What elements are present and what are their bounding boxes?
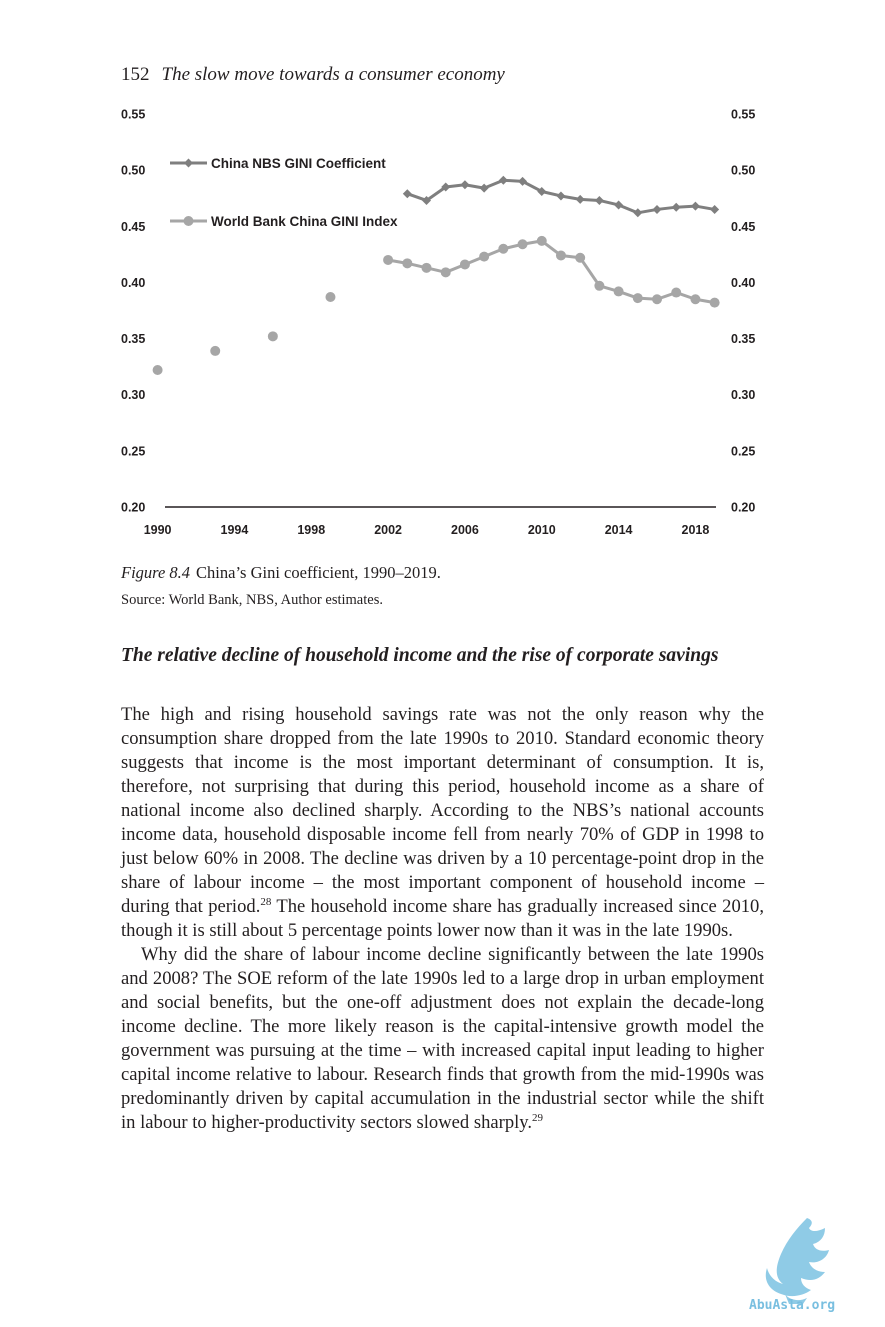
x-tick-label: 1994: [221, 523, 249, 537]
watermark-text: AbuAsla.org: [749, 1298, 835, 1313]
x-tick-label: 1990: [144, 523, 172, 537]
paragraph-1-text-b: The household income share has gradually…: [121, 896, 764, 941]
data-point-worldbank: [555, 250, 566, 261]
y-tick-label-left: 0.35: [121, 332, 145, 346]
data-point-worldbank: [632, 293, 643, 304]
y-tick-label-left: 0.50: [121, 164, 145, 178]
y-tick-label-right: 0.55: [731, 108, 755, 122]
page-number: 152: [121, 64, 150, 85]
data-point-worldbank: [709, 297, 720, 308]
data-point-nbs: [652, 204, 662, 214]
data-point-worldbank: [421, 262, 432, 273]
data-point-nbs: [518, 176, 528, 186]
data-point-worldbank: [152, 365, 163, 376]
section-heading: The relative decline of household income…: [121, 645, 719, 666]
series-line-segment: [521, 180, 543, 193]
data-point-nbs: [575, 194, 585, 204]
data-point-worldbank: [594, 280, 605, 291]
data-point-nbs: [460, 180, 470, 190]
data-point-worldbank: [536, 235, 547, 246]
running-title: The slow move towards a consumer economy: [161, 64, 505, 85]
y-tick-label-right: 0.45: [731, 220, 755, 234]
data-point-nbs: [556, 191, 566, 201]
data-point-worldbank: [210, 345, 221, 356]
data-point-worldbank: [459, 259, 470, 270]
paragraph-1: The high and rising household savings ra…: [121, 703, 764, 943]
footnote-ref-28[interactable]: 28: [260, 895, 272, 908]
series-line-segment: [425, 185, 447, 202]
y-tick-label-right: 0.25: [731, 444, 755, 458]
y-tick-label-left: 0.20: [121, 501, 145, 515]
data-point-worldbank: [671, 287, 682, 298]
y-tick-label-left: 0.30: [121, 388, 145, 402]
x-tick-label: 2018: [682, 523, 710, 537]
bird-icon: [765, 1218, 829, 1304]
series-line-segment: [483, 178, 504, 190]
data-point-nbs: [594, 195, 604, 205]
data-point-nbs: [710, 204, 720, 214]
y-tick-label-left: 0.40: [121, 276, 145, 290]
data-point-nbs: [402, 189, 412, 199]
y-tick-label-right: 0.50: [731, 164, 755, 178]
series-line-segment: [578, 256, 601, 287]
data-point-nbs: [671, 202, 681, 212]
y-tick-label-right: 0.20: [731, 501, 755, 515]
y-tick-label-left: 0.45: [121, 220, 145, 234]
figure-caption-text: China’s Gini coefficient, 1990–2019.: [196, 563, 441, 582]
legend-marker: [184, 158, 193, 168]
data-point-worldbank: [498, 243, 509, 254]
data-point-nbs: [441, 182, 451, 192]
y-tick-label-right: 0.40: [731, 276, 755, 290]
x-tick-label: 2006: [451, 523, 479, 537]
data-point-worldbank: [652, 294, 663, 305]
figure-caption: Figure 8.4 China’s Gini coefficient, 1990…: [121, 563, 441, 583]
data-point-worldbank: [325, 292, 336, 303]
x-tick-label: 2014: [605, 523, 633, 537]
data-point-worldbank: [613, 286, 624, 297]
series-line-segment: [618, 203, 639, 215]
data-point-worldbank: [479, 251, 490, 262]
footnote-ref-29[interactable]: 29: [532, 1111, 544, 1124]
data-point-nbs: [537, 186, 547, 196]
data-point-worldbank: [575, 252, 586, 263]
x-tick-label: 2002: [374, 523, 402, 537]
paragraph-2: Why did the share of labour income decli…: [121, 943, 764, 1135]
y-tick-label-right: 0.35: [731, 332, 755, 346]
watermark-logo: AbuAsla.org: [749, 1218, 835, 1313]
data-point-nbs: [422, 195, 432, 205]
data-point-worldbank: [383, 254, 394, 265]
data-point-nbs: [479, 183, 489, 193]
data-point-nbs: [690, 201, 700, 211]
figure-label: Figure 8.4: [121, 563, 191, 582]
data-point-nbs: [498, 175, 508, 185]
data-point-worldbank: [690, 294, 701, 305]
legend-label: China NBS GINI Coefficient: [211, 156, 386, 171]
data-point-nbs: [614, 200, 624, 210]
legend-marker: [183, 216, 194, 226]
data-point-worldbank: [402, 258, 413, 269]
data-point-nbs: [633, 208, 643, 218]
paragraph-1-text-a: The high and rising household savings ra…: [121, 704, 764, 917]
data-point-worldbank: [440, 267, 451, 278]
y-tick-label-left: 0.25: [121, 444, 145, 458]
y-tick-label-right: 0.30: [731, 388, 755, 402]
data-point-worldbank: [267, 331, 278, 342]
x-tick-label: 1998: [297, 523, 325, 537]
x-tick-label: 2010: [528, 523, 556, 537]
data-point-worldbank: [517, 239, 528, 250]
paragraph-2-text: Why did the share of labour income decli…: [121, 944, 764, 1133]
figure-source: Source: World Bank, NBS, Author estimate…: [121, 592, 383, 608]
legend-label: World Bank China GINI Index: [211, 214, 398, 229]
y-tick-label-left: 0.55: [121, 108, 145, 122]
body-text: The high and rising household savings ra…: [121, 703, 764, 1135]
running-head: 152 The slow move towards a consumer econ…: [121, 64, 505, 86]
gini-chart: 0.55 0.50 0.45 0.40 0.35 0.30 0.25 0.20 0.55 0.50…: [121, 108, 755, 538]
